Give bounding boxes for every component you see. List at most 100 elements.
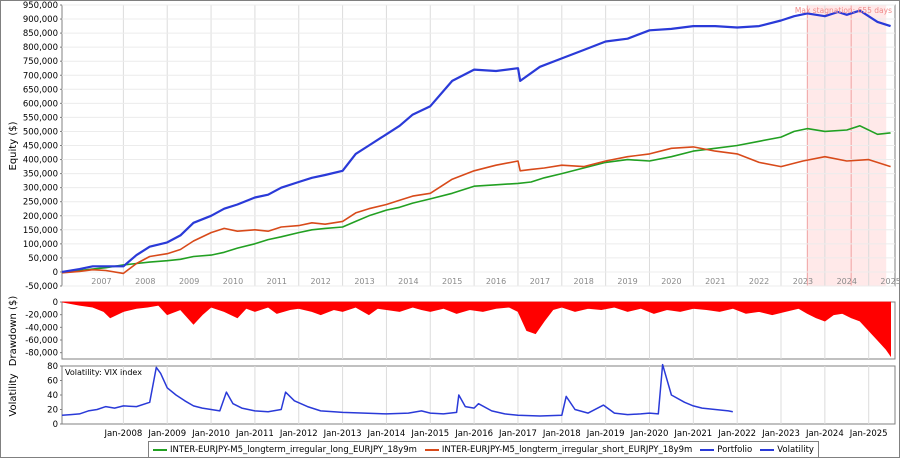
equity-y-tick: 400,000 (23, 156, 58, 166)
equity-series-1 (61, 146, 891, 275)
stagnation-annotation: Max stagnation: 655 days (795, 6, 892, 15)
equity-grid (62, 4, 895, 287)
volatility-line (61, 363, 733, 417)
equity-y-tick: 200,000 (23, 212, 58, 222)
x-axis-label: Jan-2025 (849, 429, 888, 439)
legend-label: Volatility (777, 444, 814, 455)
equity-year-label: 2011 (267, 277, 287, 286)
equity-year-label: 2013 (354, 277, 374, 286)
volatility-y-tick: 0 (53, 420, 58, 430)
x-axis-label: Jan-2018 (542, 429, 581, 439)
x-axis-label: Jan-2011 (235, 429, 274, 439)
legend-label: INTER-EURJPY-M5_longterm_irregular_short… (441, 444, 693, 455)
equity-y-tick: 550,000 (23, 113, 58, 123)
volatility-y-tick: 40 (47, 391, 58, 401)
equity-year-label: 2008 (135, 277, 155, 286)
drawdown-y-ticks: 0 -20,000 -40,000 -60,000 -80,000 (25, 298, 62, 359)
equity-year-label: 2010 (223, 277, 243, 286)
legend: INTER-EURJPY-M5_longterm_irregular_long_… (148, 441, 819, 458)
equity-series-0 (61, 125, 891, 274)
x-axis-label: Jan-2021 (673, 429, 712, 439)
equity-series (61, 9, 891, 275)
equity-y-tick: 600,000 (23, 99, 58, 109)
volatility-y-ticks: 80 60 40 20 0 (47, 362, 62, 430)
x-axis-label: Jan-2022 (717, 429, 756, 439)
x-axis-label: Jan-2009 (147, 429, 186, 439)
equity-y-tick: 350,000 (23, 170, 58, 180)
equity-year-label: 2018 (574, 277, 594, 286)
x-axis-label: Jan-2016 (454, 429, 493, 439)
volatility-y-tick: 20 (47, 406, 58, 416)
legend-swatch (153, 448, 167, 451)
x-axis-labels: Jan-2008 Jan-2009 Jan-2010 Jan-2011 Jan-2012… (103, 429, 887, 439)
equity-year-labels: 2007 2008 2009 2010 2011 2012 2013 2014 2015 2016… (91, 277, 900, 286)
equity-y-tick: 900,000 (23, 15, 58, 25)
equity-year-label: 2023 (793, 277, 813, 286)
volatility-title: Volatility: VIX index (65, 368, 142, 377)
volatility-y-tick: 60 (47, 377, 58, 387)
equity-year-label: 2019 (617, 277, 637, 286)
x-axis-label: Jan-2015 (410, 429, 449, 439)
equity-y-tick: 450,000 (23, 142, 58, 152)
x-axis-label: Jan-2020 (630, 429, 669, 439)
x-axis-label: Jan-2014 (367, 429, 406, 439)
equity-y-tick: 0 (53, 268, 58, 278)
legend-swatch (700, 448, 715, 451)
legend-label: INTER-EURJPY-M5_longterm_irregular_long_… (170, 444, 417, 455)
volatility-grid (122, 366, 870, 424)
legend-label: Portfolio (717, 444, 753, 455)
equity-y-tick: 500,000 (23, 127, 58, 137)
equity-y-tick: 950,000 (23, 1, 58, 11)
equity-y-ticks: 950,000 900,000 850,000 800,000 750,000 700,0… (23, 1, 62, 292)
drawdown-y-tick: -60,000 (25, 336, 58, 346)
equity-y-axis-label: Equity ($) (8, 121, 19, 170)
equity-year-label: 2012 (310, 277, 330, 286)
equity-year-label: 2022 (749, 277, 769, 286)
volatility-series (61, 363, 733, 417)
x-axis-label: Jan-2017 (498, 429, 537, 439)
equity-y-tick: 50,000 (28, 254, 58, 264)
volatility-plot-area (61, 365, 896, 425)
equity-year-label: 2007 (91, 277, 111, 286)
equity-y-tick: 650,000 (23, 85, 58, 95)
x-axis-label: Jan-2023 (761, 429, 800, 439)
drawdown-y-tick: -20,000 (25, 311, 58, 321)
equity-year-label: 2021 (705, 277, 725, 286)
x-axis-label: Jan-2012 (279, 429, 318, 439)
equity-y-tick: 250,000 (23, 198, 58, 208)
equity-year-label: 2017 (530, 277, 550, 286)
drawdown-area (61, 301, 891, 358)
equity-year-label: 2024 (837, 277, 857, 286)
equity-y-tick: 100,000 (23, 240, 58, 250)
x-axis-label: Jan-2010 (191, 429, 230, 439)
equity-year-label: 2015 (442, 277, 462, 286)
x-axis-label: Jan-2008 (103, 429, 142, 439)
equity-y-tick: 300,000 (23, 184, 58, 194)
volatility-y-axis-label: Volatility (8, 373, 19, 416)
equity-y-tick: -50,000 (25, 282, 58, 292)
equity-year-label: 2016 (486, 277, 506, 286)
x-axis-label: Jan-2013 (323, 429, 362, 439)
equity-year-label: 2020 (661, 277, 681, 286)
drawdown-series (61, 301, 891, 358)
legend-item: INTER-EURJPY-M5_longterm_irregular_short… (424, 444, 693, 455)
equity-year-label: 2014 (398, 277, 418, 286)
drawdown-y-axis-label: Drawdown ($) (8, 296, 19, 367)
legend-item: INTER-EURJPY-M5_longterm_irregular_long_… (153, 445, 417, 455)
x-axis-label: Jan-2024 (805, 429, 844, 439)
drawdown-y-tick: -40,000 (25, 323, 58, 333)
equity-y-tick: 150,000 (23, 226, 58, 236)
equity-y-tick: 700,000 (23, 71, 58, 81)
drawdown-y-tick: -80,000 (25, 349, 58, 359)
legend-item: Volatility (760, 445, 814, 455)
equity-y-tick: 800,000 (23, 43, 58, 53)
equity-year-label: 2009 (179, 277, 199, 286)
equity-series-2 (61, 9, 891, 273)
legend-swatch (760, 448, 775, 451)
legend-swatch (424, 448, 439, 451)
drawdown-y-tick: 0 (53, 298, 58, 308)
volatility-y-tick: 80 (47, 362, 58, 372)
equity-year-label: 2025 (880, 277, 900, 286)
equity-y-tick: 850,000 (23, 29, 58, 39)
